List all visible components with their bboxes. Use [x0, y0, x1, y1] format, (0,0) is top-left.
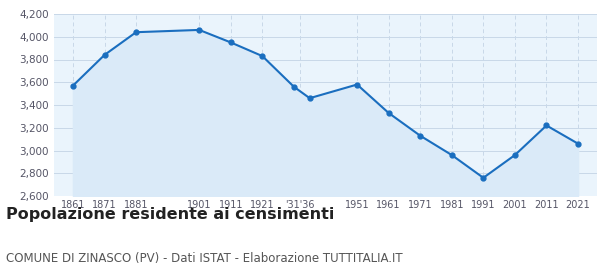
- Text: COMUNE DI ZINASCO (PV) - Dati ISTAT - Elaborazione TUTTITALIA.IT: COMUNE DI ZINASCO (PV) - Dati ISTAT - El…: [6, 252, 403, 265]
- Text: Popolazione residente ai censimenti: Popolazione residente ai censimenti: [6, 207, 334, 222]
